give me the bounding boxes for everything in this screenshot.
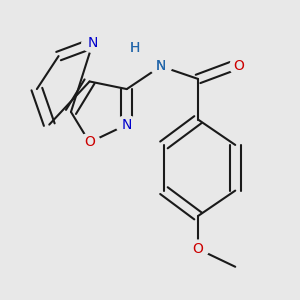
Text: O: O bbox=[233, 59, 244, 73]
Text: N: N bbox=[156, 59, 166, 73]
Ellipse shape bbox=[230, 57, 247, 75]
Text: H: H bbox=[129, 41, 140, 56]
Text: H: H bbox=[129, 41, 140, 56]
Text: N: N bbox=[88, 36, 98, 50]
Ellipse shape bbox=[150, 57, 172, 75]
Text: N: N bbox=[156, 59, 166, 73]
Ellipse shape bbox=[126, 40, 143, 57]
Ellipse shape bbox=[82, 34, 104, 52]
Ellipse shape bbox=[116, 116, 138, 134]
Ellipse shape bbox=[187, 240, 209, 258]
Text: O: O bbox=[193, 242, 203, 256]
Text: O: O bbox=[84, 135, 95, 149]
Ellipse shape bbox=[79, 134, 101, 151]
Text: N: N bbox=[122, 118, 132, 132]
